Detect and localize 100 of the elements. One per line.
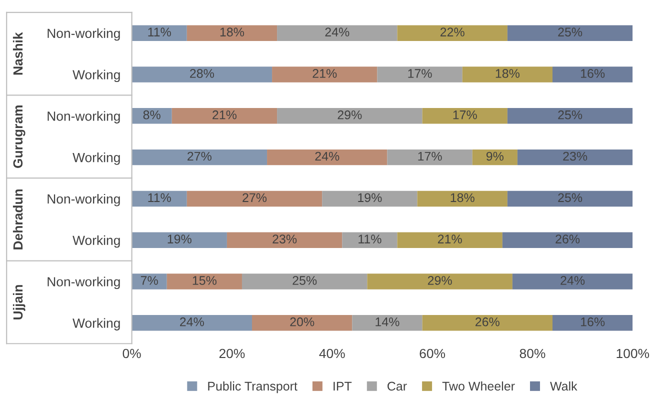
data-label: 23% [563,152,588,161]
bar [226,232,342,248]
y-tick-label: Working [72,70,120,82]
data-label: 11% [358,234,382,244]
bar [462,66,553,82]
x-tick-label: 60% [420,348,446,358]
y-tick-label: Non-working [48,111,120,124]
bar [132,108,172,124]
data-label: 25% [558,28,582,36]
x-tick-label: 80% [520,348,546,358]
y-tick-label: Working [72,318,120,330]
bar [507,190,633,207]
bar [422,315,553,331]
text: Dehradun [12,189,23,250]
bar [342,232,398,248]
data-label: 24% [560,276,585,285]
text: Nashik [12,32,23,75]
data-label: 16% [581,69,605,78]
x-tick-label: 0% [122,348,141,358]
data-label: 15% [192,276,216,285]
text: Gurugram [13,106,26,168]
legend-label: Public Transport [208,381,298,394]
bar [507,25,633,41]
data-label: 8% [143,110,160,120]
bar [242,274,368,290]
y-tick-label: Non-working [48,28,120,41]
data-label: 18% [450,193,474,202]
data-label: 19% [358,193,382,202]
data-label: 20% [290,317,314,326]
data-label: 26% [476,317,500,326]
data-label: 25% [558,110,582,120]
y-tick-label: Working [72,235,120,248]
bar [502,232,633,248]
bar [166,274,242,290]
bar [252,315,352,331]
data-label: 17% [418,152,442,161]
text: Ujjain [12,285,26,320]
data-label: 27% [188,152,212,161]
data-label: 17% [453,110,477,120]
bar [397,25,508,41]
bar [172,108,278,124]
bar [132,149,268,166]
data-label: 24% [315,152,340,161]
y-tick-label: Non-working [48,194,120,206]
bar [512,274,633,290]
x-tick-label: 40% [319,348,345,358]
data-label: 25% [558,193,582,202]
data-label: 29% [338,110,362,120]
bar [417,190,508,207]
data-label: 23% [272,234,297,244]
data-label: 18% [496,69,520,78]
data-label: 21% [312,69,337,78]
data-label: 9% [486,152,504,161]
bar [507,108,633,124]
data-label: 17% [408,69,432,78]
data-label: 11% [148,193,171,202]
bar [132,25,187,41]
bar [132,232,227,248]
data-label: 11% [148,28,171,36]
bar [367,274,512,290]
data-label: 22% [440,28,464,36]
data-label: 16% [581,317,605,326]
bar [272,66,378,82]
bar [397,232,502,248]
bar [132,190,187,207]
bar [277,108,422,124]
data-label: 14% [376,317,400,326]
bar [472,149,518,166]
bar [552,315,633,331]
bar [322,190,418,207]
data-label: 7% [140,276,158,285]
data-label: 27% [242,193,267,202]
legend-label: Car [388,382,407,391]
data-label: 24% [180,317,204,326]
bar [267,149,388,166]
bar [132,274,167,290]
bar [552,66,633,82]
x-tick-label: 100% [616,348,650,358]
data-label: 24% [325,28,350,36]
y-tick-label: Working [72,152,120,165]
data-label: 19% [168,234,192,244]
data-label: 18% [220,28,244,36]
bar [377,66,462,82]
data-label: 25% [292,276,317,285]
bar [517,149,633,166]
legend-label: Two Wheeler [442,381,515,391]
data-label: 28% [190,69,214,78]
legend-label: IPT [334,382,352,390]
x-tick-label: 20% [219,348,245,358]
data-label: 26% [556,234,580,244]
bar [387,149,472,166]
y-tick-label: Non-working [48,276,120,290]
bar [352,315,422,331]
bar [186,190,322,207]
legend-label: Walk [550,381,578,391]
bar [277,25,398,41]
data-label: 21% [438,234,462,244]
bar [132,315,252,331]
bar [422,108,508,124]
bar [186,25,278,41]
